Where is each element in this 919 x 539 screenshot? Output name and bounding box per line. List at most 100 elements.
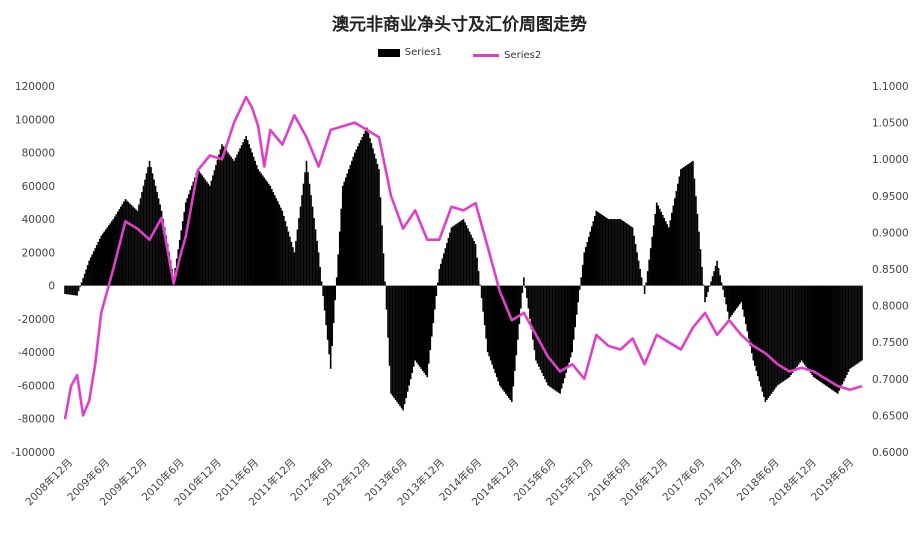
series1-bar <box>764 285 767 403</box>
series1-bar <box>163 227 166 286</box>
series1-bar <box>88 260 90 286</box>
series1-bar <box>719 275 721 286</box>
series1-bar <box>504 285 507 394</box>
series1-bar <box>837 285 839 394</box>
series1-bar <box>215 165 217 286</box>
series1-bar <box>458 222 460 286</box>
series1-bar <box>65 285 68 295</box>
series1-bar <box>388 285 391 366</box>
series1-bar <box>690 161 693 286</box>
series1-bar <box>435 285 438 297</box>
series1-bar <box>731 285 733 315</box>
series1-bar <box>711 276 714 286</box>
series1-bar <box>595 210 598 286</box>
series1-bar <box>643 285 646 294</box>
series1-bar <box>497 285 500 382</box>
series1-bar <box>551 285 554 389</box>
series1-bar <box>606 218 608 286</box>
y-left-tick-label: 60000 <box>22 181 55 193</box>
series1-bar <box>646 271 649 286</box>
series1-bar <box>115 214 118 286</box>
series1-bar <box>722 285 724 290</box>
series1-bar <box>855 285 857 365</box>
series1-bar <box>296 229 299 286</box>
series1-bar <box>686 165 688 286</box>
series1-bar <box>453 225 456 286</box>
series1-bar <box>352 156 355 286</box>
series1-bar <box>375 158 377 286</box>
series1-bar <box>467 228 469 286</box>
series1-bar <box>707 285 709 292</box>
y-left-tick-label: 20000 <box>22 247 55 259</box>
series1-bar <box>847 285 850 372</box>
series1-bar <box>791 285 794 373</box>
series1-bar <box>349 165 352 286</box>
series1-bar <box>501 285 504 390</box>
series1-bar <box>412 285 415 367</box>
series1-bar <box>674 198 676 286</box>
series1-bar <box>640 277 643 286</box>
series1-bar <box>740 285 743 303</box>
series1-bar <box>364 130 367 286</box>
series1-bar <box>560 285 563 389</box>
series1-bar <box>495 285 498 378</box>
series1-bar <box>823 285 826 385</box>
legend-swatch-series2 <box>473 53 500 57</box>
series1-bar <box>530 285 533 330</box>
y-right-tick-label: 1.0000 <box>872 154 909 166</box>
series1-bar <box>236 154 238 286</box>
series1-bar <box>677 183 679 286</box>
series1-bar <box>473 240 475 286</box>
series1-bar <box>613 219 616 286</box>
series1-bar <box>763 285 765 397</box>
series1-bar <box>630 226 632 286</box>
series1-bar <box>308 183 311 286</box>
series1-bar <box>826 285 829 387</box>
left-axis: 120000 100000 80000 60000 40000 20000 0 -20000 -… <box>11 81 55 459</box>
series1-bar <box>619 219 622 286</box>
series1-bar <box>465 225 468 286</box>
series1-bar <box>361 136 364 286</box>
series1-bar <box>231 158 234 286</box>
series1-bar <box>800 285 803 361</box>
series1-bar <box>536 285 539 364</box>
series1-bar <box>266 181 269 286</box>
series1-bar <box>181 221 184 286</box>
series1-bar <box>310 195 312 286</box>
series1-bar <box>515 285 518 356</box>
series1-bar <box>80 282 83 286</box>
series1-bar <box>571 285 573 353</box>
series1-bar <box>681 168 684 286</box>
series1-bar <box>207 183 210 286</box>
series1-bar <box>654 213 657 286</box>
series1-bar <box>68 285 71 295</box>
series1-bar <box>684 166 687 286</box>
series1-bar <box>112 219 115 286</box>
series1-bar <box>648 259 650 286</box>
series1-bar <box>781 285 783 383</box>
series1-bar <box>621 220 623 286</box>
series1-bar <box>403 285 406 405</box>
series1-bar <box>754 285 756 366</box>
series1-bar <box>476 257 478 286</box>
series1-bar <box>527 285 530 309</box>
series1-bar <box>841 285 844 385</box>
series1-bar <box>808 285 810 371</box>
series1-bar <box>521 285 524 293</box>
series1-bar <box>73 285 75 296</box>
series1-bar <box>129 203 131 286</box>
series1-bar <box>147 167 149 286</box>
series1-bar <box>150 167 152 286</box>
legend-item-series2: Series2 <box>473 50 541 61</box>
series1-bar <box>645 282 647 286</box>
series1-bar <box>634 244 637 286</box>
series1-bar <box>120 206 122 286</box>
series1-bar <box>692 160 694 286</box>
series1-bar <box>529 285 531 319</box>
series1-bar <box>206 181 208 286</box>
series1-bar <box>696 213 699 286</box>
series1-bar <box>751 285 753 354</box>
series1-bar <box>437 282 439 286</box>
y-left-tick-label: 100000 <box>15 114 55 126</box>
